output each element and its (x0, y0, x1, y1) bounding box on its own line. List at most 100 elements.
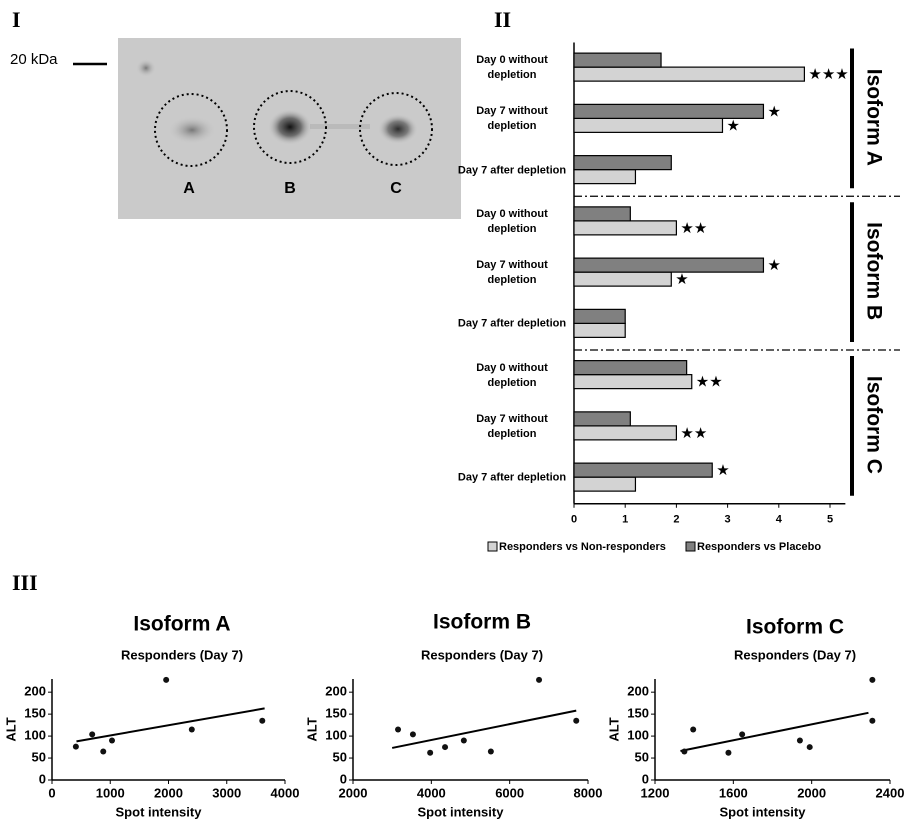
trendline (680, 713, 868, 751)
y-tick-label: 150 (24, 706, 46, 721)
category-label: Day 7 without depletion (457, 412, 567, 442)
group-label: Isoform C (862, 376, 885, 474)
trendline (392, 711, 576, 748)
point (573, 718, 579, 724)
chart-subtitle: Responders (Day 7) (421, 647, 543, 662)
bar (574, 375, 692, 389)
category-label: Day 0 without depletion (457, 53, 567, 83)
point (189, 727, 195, 733)
point (869, 677, 875, 683)
bar (574, 272, 671, 286)
x-tick-label: 5 (827, 514, 833, 526)
bar (574, 221, 676, 235)
bar (574, 323, 625, 337)
category-label: Day 7 without depletion (457, 258, 567, 288)
significance-label: ★ (767, 103, 780, 120)
x-tick-label: 4000 (271, 785, 300, 800)
y-tick-label: 150 (325, 706, 347, 721)
legend-label: Responders vs Placebo (697, 541, 821, 553)
legend-swatch (488, 542, 497, 551)
point (395, 727, 401, 733)
point (73, 744, 79, 750)
bar (574, 463, 712, 477)
y-tick-label: 100 (627, 728, 649, 743)
x-tick-label: 2 (673, 514, 679, 526)
category-label: Day 7 after depletion (457, 317, 567, 332)
point (100, 748, 106, 754)
bar (574, 412, 630, 426)
x-tick-label: 2400 (876, 785, 905, 800)
panel-label: I (12, 7, 21, 32)
point (681, 748, 687, 754)
point (163, 677, 169, 683)
spot-label: A (183, 180, 195, 197)
y-tick-label: 0 (642, 771, 649, 786)
x-tick-label: 8000 (574, 785, 603, 800)
chart-title: Isoform A (133, 613, 230, 636)
legend-label: Responders vs Non-responders (499, 541, 666, 553)
x-tick-label: 6000 (495, 785, 524, 800)
y-axis-label: ALT (606, 717, 621, 741)
y-tick-label: 100 (24, 728, 46, 743)
point (89, 731, 95, 737)
point (797, 737, 803, 743)
y-tick-label: 50 (635, 749, 649, 764)
spot-label: C (390, 180, 402, 197)
panel-label: II (494, 7, 511, 32)
marker-label: 20 kDa (10, 51, 58, 68)
point (259, 718, 265, 724)
point (739, 731, 745, 737)
bar (574, 53, 661, 67)
y-tick-label: 50 (333, 749, 347, 764)
x-tick-label: 2000 (797, 785, 826, 800)
y-tick-label: 50 (32, 749, 46, 764)
category-label: Day 7 after depletion (457, 163, 567, 178)
page: {"panel_labels": ["I", "II", "III"], "ge… (0, 0, 914, 822)
x-axis-label: Spot intensity (116, 804, 203, 819)
bar (574, 361, 687, 375)
x-axis-label: Spot intensity (720, 804, 807, 819)
significance-label: ★★ (680, 220, 707, 237)
chart-subtitle: Responders (Day 7) (121, 647, 243, 662)
significance-label: ★ (716, 462, 729, 479)
spot-label: B (284, 180, 296, 197)
x-tick-label: 1200 (641, 785, 670, 800)
bar (574, 207, 630, 221)
point (807, 744, 813, 750)
bar (574, 426, 676, 440)
point (690, 727, 696, 733)
significance-label: ★★ (696, 374, 723, 391)
x-tick-label: 4 (776, 514, 783, 526)
y-axis-label: ALT (3, 717, 18, 741)
point (488, 748, 494, 754)
point (427, 750, 433, 756)
y-tick-label: 0 (39, 771, 46, 786)
x-tick-label: 0 (48, 785, 55, 800)
chart-title: Isoform C (746, 616, 844, 639)
y-tick-label: 100 (325, 728, 347, 743)
x-tick-label: 1600 (719, 785, 748, 800)
category-label: Day 0 without depletion (457, 361, 567, 391)
legend-swatch (686, 542, 695, 551)
x-tick-label: 2000 (339, 785, 368, 800)
point (461, 737, 467, 743)
point (869, 718, 875, 724)
bar (574, 156, 671, 170)
x-tick-label: 4000 (417, 785, 446, 800)
bar (574, 67, 804, 81)
point (536, 677, 542, 683)
bar (574, 118, 722, 132)
point (725, 750, 731, 756)
significance-label: ★★★ (808, 66, 848, 83)
point (442, 744, 448, 750)
y-tick-label: 150 (627, 706, 649, 721)
significance-label: ★ (675, 271, 688, 288)
bar (574, 309, 625, 323)
panel-label: III (12, 570, 38, 595)
y-tick-label: 200 (627, 684, 649, 699)
x-tick-label: 1000 (96, 785, 125, 800)
x-tick-label: 3 (725, 514, 731, 526)
y-tick-label: 200 (24, 684, 46, 699)
y-axis-label: ALT (304, 717, 319, 741)
group-label: Isoform B (862, 222, 885, 320)
